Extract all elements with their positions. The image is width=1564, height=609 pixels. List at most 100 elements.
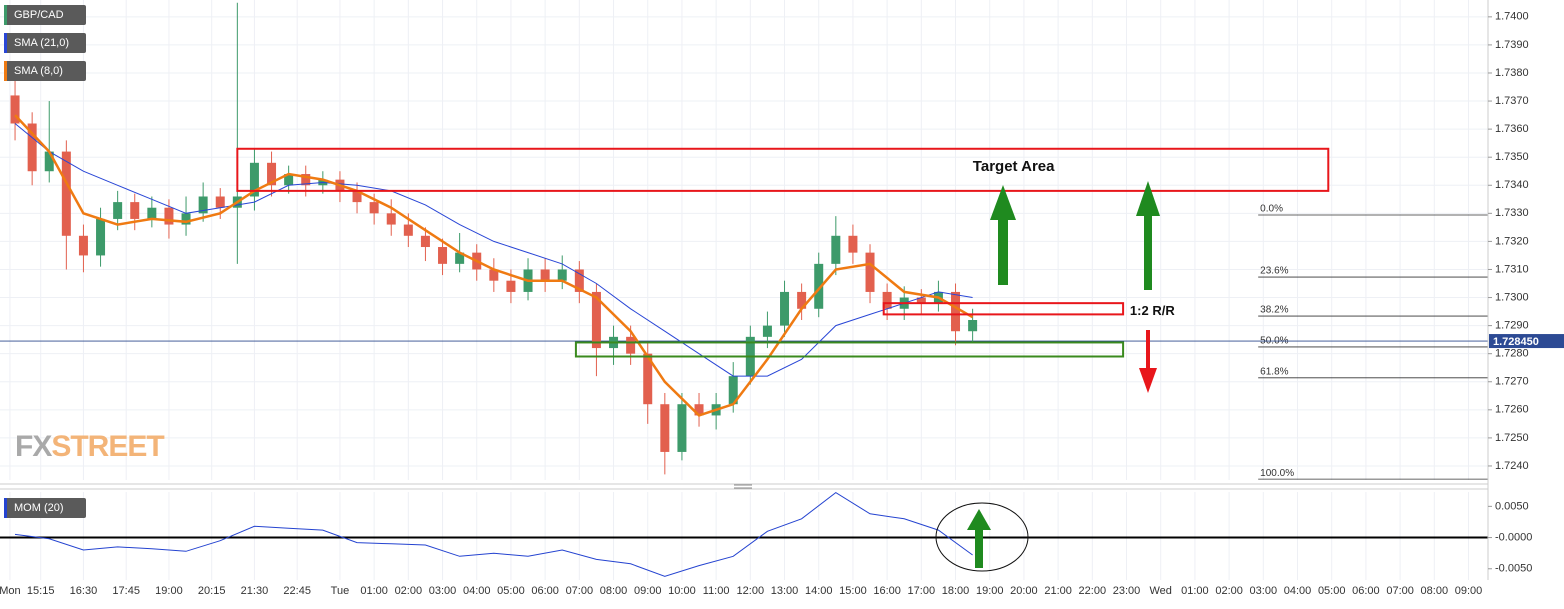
legend-box[interactable]	[4, 33, 86, 53]
y-tick-label: 1.7280	[1495, 348, 1529, 360]
x-tick-label: 04:00	[1284, 585, 1312, 597]
annotation: 1:2 R/R	[1130, 303, 1175, 318]
x-tick-label: 05:00	[497, 585, 525, 597]
legend-label: GBP/CAD	[14, 9, 64, 21]
x-tick-label: 04:00	[463, 585, 491, 597]
candle-body	[420, 235, 430, 248]
marks: 0.0%23.6%38.2%50.0%61.8%100.0%Target Are…	[0, 2, 1488, 577]
candle-body	[882, 291, 892, 309]
candle-body	[540, 269, 550, 281]
candle-body	[352, 190, 362, 203]
last-price-label: 1.728450	[1493, 336, 1539, 348]
candle-body	[267, 162, 277, 186]
legend-label: MOM (20)	[14, 502, 64, 514]
zone-box	[236, 147, 1330, 192]
y-tick-label: 1.7240	[1495, 460, 1529, 472]
candle-body	[797, 291, 807, 309]
x-tick-label: 08:00	[600, 585, 628, 597]
legend-swatch	[4, 61, 7, 81]
legend-box[interactable]	[4, 498, 86, 518]
y-tick-label: 1.7390	[1495, 39, 1529, 51]
x-tick-label: 06:00	[1352, 585, 1380, 597]
x-tick-label: 03:00	[1250, 585, 1278, 597]
fib-label: 38.2%	[1260, 305, 1288, 316]
y-tick-label: 1.7330	[1495, 207, 1529, 219]
legend-box[interactable]	[4, 61, 86, 81]
candle-body	[147, 207, 157, 219]
candle-body	[626, 336, 636, 354]
x-tick-label: 07:00	[1386, 585, 1414, 597]
y-tick-label: 1.7320	[1495, 235, 1529, 247]
x-tick-label: 08:00	[1421, 585, 1449, 597]
legend-box[interactable]	[4, 5, 86, 25]
x-tick-label: 12:00	[737, 585, 765, 597]
x-tick-label: 21:30	[241, 585, 269, 597]
candle-body	[198, 196, 208, 214]
candle-body	[916, 297, 926, 304]
candle-body	[762, 325, 772, 337]
x-tick-label: 17:45	[112, 585, 140, 597]
zone-box	[574, 341, 1125, 358]
y-tick-label: 1.7270	[1495, 376, 1529, 388]
candle-body	[865, 252, 875, 292]
candle-body	[574, 269, 584, 292]
candle-body	[403, 224, 413, 236]
sma-line	[14, 123, 973, 377]
legend-label: SMA (21,0)	[14, 37, 69, 49]
candle-body	[780, 291, 790, 326]
candle-body	[44, 151, 54, 172]
candle-body	[113, 202, 123, 219]
watermark-fx: FX	[15, 430, 52, 463]
y-tick-label: 1.7380	[1495, 67, 1529, 79]
candle-body	[164, 207, 174, 225]
y-tick-label: -0.0050	[1495, 563, 1532, 575]
momentum-panel	[0, 490, 1488, 580]
last-price-box	[1489, 334, 1564, 349]
y-tick-label: 1.7340	[1495, 179, 1529, 191]
candle-body	[284, 174, 294, 186]
y-tick-label: 1.7300	[1495, 291, 1529, 303]
candle-body	[814, 263, 824, 309]
highlight-ellipse	[935, 502, 1029, 572]
y-tick-label: 0.0050	[1495, 500, 1529, 512]
candle-body	[677, 404, 687, 452]
candle-body	[557, 269, 567, 281]
y-tick-label: 1.7360	[1495, 123, 1529, 135]
annotation: Target Area	[973, 158, 1055, 175]
x-tick-label: 16:00	[873, 585, 901, 597]
arrow-up-head	[967, 509, 991, 530]
candle-body	[249, 162, 259, 197]
y-tick-label: 1.7290	[1495, 320, 1529, 332]
x-tick-label: 16:30	[70, 585, 98, 597]
candle-body	[215, 196, 225, 208]
x-tick-label: 02:00	[1215, 585, 1243, 597]
fib-label: 0.0%	[1260, 204, 1283, 215]
candle-body	[728, 376, 738, 405]
x-tick-label: 20:15	[198, 585, 226, 597]
y-tick-label: 1.7310	[1495, 263, 1529, 275]
candle-body	[506, 280, 516, 292]
arrow-down-head	[1139, 368, 1157, 393]
legend: GBP/CAD SMA (21,0) SMA (8,0) MOM (20)	[4, 5, 86, 518]
x-tick-label: Mon	[0, 585, 21, 597]
legend-swatch	[4, 5, 7, 25]
fib-label: 100.0%	[1260, 468, 1294, 479]
x-tick-label: 05:00	[1318, 585, 1346, 597]
candle-body	[968, 320, 978, 332]
x-tick-label: 07:00	[566, 585, 594, 597]
x-tick-label: 15:15	[27, 585, 55, 597]
x-tick-label: 10:00	[668, 585, 696, 597]
watermark: FXSTREET	[15, 430, 164, 463]
candle-body	[489, 269, 499, 281]
x-tick-label: 17:00	[908, 585, 936, 597]
x-tick-label: Tue	[331, 585, 350, 597]
fib-label: 61.8%	[1260, 366, 1288, 377]
y-tick-label: 1.7400	[1495, 11, 1529, 23]
x-tick-label: 13:00	[771, 585, 799, 597]
y-tick-label: 1.7350	[1495, 151, 1529, 163]
x-tick-label: 15:00	[839, 585, 867, 597]
x-tick-label: 14:00	[805, 585, 833, 597]
legend-swatch	[4, 498, 7, 518]
